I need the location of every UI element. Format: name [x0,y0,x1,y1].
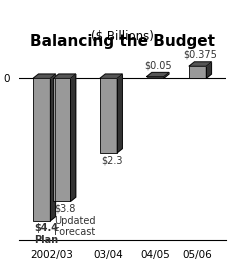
Text: $3.8
Updated
Forecast: $3.8 Updated Forecast [54,204,96,237]
Polygon shape [70,74,76,201]
Polygon shape [147,72,169,77]
Text: $4.4
Plan: $4.4 Plan [34,223,58,245]
Polygon shape [33,74,55,78]
Bar [33,78,50,221]
Title: Balancing the Budget: Balancing the Budget [30,34,215,49]
Text: $0.375: $0.375 [183,50,217,60]
Text: $2.3: $2.3 [101,155,122,165]
Polygon shape [53,74,76,78]
Polygon shape [117,74,122,153]
Polygon shape [100,74,122,78]
Polygon shape [189,62,211,66]
Text: ($ Billions): ($ Billions) [91,30,154,43]
Bar [189,66,206,78]
Polygon shape [206,62,211,78]
Bar [147,77,164,78]
Polygon shape [164,72,169,78]
Bar [53,78,70,201]
Text: $0.05: $0.05 [144,61,172,70]
Polygon shape [50,74,55,221]
Bar [100,78,117,153]
